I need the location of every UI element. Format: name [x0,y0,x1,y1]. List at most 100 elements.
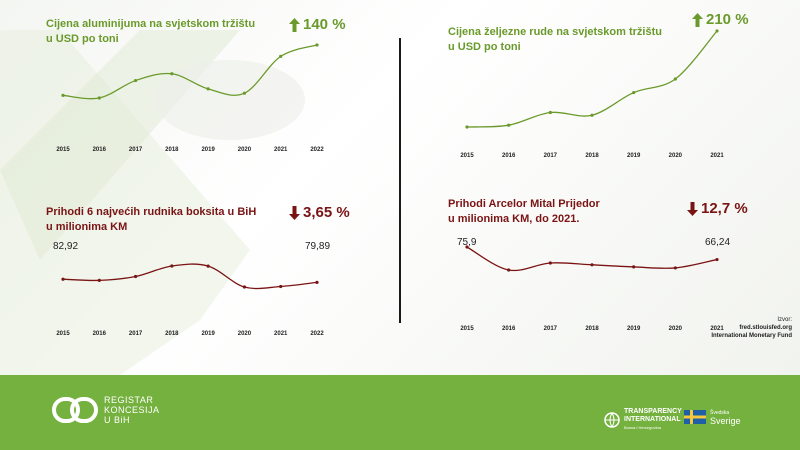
source-line2: International Monetary Fund [711,333,792,339]
x-tick-label: 2016 [502,326,516,332]
data-point-2018 [170,72,174,76]
data-point-2015 [465,125,469,129]
ti-globe-icon [604,412,620,428]
arrow-down-icon [289,205,300,220]
x-tick-label: 2020 [669,153,683,159]
x-tick-label: 2017 [544,326,558,332]
sverige-logo[interactable]: Švedska Sverige [684,409,741,426]
x-tick-label: 2020 [238,331,252,337]
x-tick-label: 2015 [56,331,70,337]
data-point-2021 [279,54,283,58]
x-tick-label: 2018 [585,326,599,332]
ti-line1: TRANSPARENCY [624,408,682,415]
series-line [62,263,318,290]
background-x-shape [0,30,305,375]
iron-ore-title-line1: Cijena željezne rude na svjetskom tržišt… [448,26,662,38]
arrow-up-icon [289,17,300,32]
bauxite-chart-title: Prihodi 6 najvećih rudnika boksita u BiH… [46,205,256,235]
arcelor-title-line1: Prihodi Arcelor Mital Prijedor [448,198,600,210]
source-note: Izvor: fred.stlouisfed.org International… [672,316,792,340]
x-tick-label: 2019 [627,153,641,159]
chain-link-icon [52,397,98,423]
aluminium-change: 140 % [289,16,346,33]
data-point-2018 [590,113,594,117]
aluminium-line-chart: 2015 2016 2017 2018 2019 2020 2021 2022 [56,43,324,153]
bauxite-title-line1: Prihodi 6 najvećih rudnika boksita u BiH [46,206,257,218]
x-tick-label: 2015 [56,147,70,153]
x-tick-label: 2022 [310,147,324,153]
data-point-2015 [61,93,65,97]
data-point-2015 [61,277,65,281]
center-divider [399,38,401,323]
arcelor-change-value: 12,7 % [701,200,748,217]
aluminium-chart-title: Cijena aluminijuma na svjetskom tržištu … [46,17,255,47]
bauxite-change-value: 3,65 % [303,204,350,221]
x-tick-label: 2020 [238,147,252,153]
data-point-2016 [507,123,511,127]
bauxite-line-chart: 2015 2016 2017 2018 2019 2020 2021 2022 82,92 79,… [53,241,330,337]
data-label-last: 79,89 [305,241,330,252]
data-label-first: 82,92 [53,241,78,252]
iron-ore-change: 210 % [692,11,749,28]
footer-bar: REGISTAR KONCESIJA U BiH [0,375,800,450]
x-tick-label: 2018 [165,331,179,337]
data-point-2017 [548,110,552,115]
x-tick-label: 2020 [669,326,683,332]
data-point-2019 [632,90,636,95]
swedish-flag-icon [684,410,706,424]
x-tick-label: 2021 [710,153,724,159]
source-line1: fred.stlouisfed.org [739,325,792,331]
x-tick-label: 2021 [274,147,288,153]
x-tick-label: 2015 [460,326,474,332]
data-point-2017 [133,274,138,279]
x-tick-label: 2018 [165,147,179,153]
arcelor-change: 12,7 % [687,200,748,217]
arrow-up-icon [692,12,703,27]
logo-line2: KONCESIJA [104,405,160,415]
data-label-first: 75,9 [457,237,477,248]
arcelor-title-line2: u milionima KM, do 2021. [448,213,580,225]
x-tick-label: 2019 [627,326,641,332]
data-point-2020 [673,77,677,81]
data-point-2020 [242,285,247,289]
x-tick-label: 2016 [502,153,516,159]
data-point-2022 [315,43,319,47]
data-point-2016 [507,268,511,272]
data-point-2021 [715,29,719,33]
aluminium-title-line1: Cijena aluminijuma na svjetskom tržištu [46,18,256,30]
x-tick-label: 2018 [585,153,599,159]
x-tick-label: 2021 [710,326,724,332]
data-point-2016 [97,278,101,282]
x-tick-label: 2019 [201,147,215,153]
data-point-2018 [590,263,594,267]
iron-ore-line-chart: 2015 2016 2017 2018 2019 2020 2021 [460,29,724,159]
logo-line3: U BiH [104,415,131,425]
aluminium-change-value: 140 % [303,16,346,33]
transparency-international-logo[interactable]: TRANSPARENCY INTERNATIONAL Bosna i Herce… [604,408,682,432]
x-tick-label: 2021 [274,331,288,337]
x-tick-label: 2019 [201,331,215,337]
source-label: Izvor: [777,317,792,323]
data-label-last: 66,24 [705,237,730,248]
data-point-2020 [673,266,677,270]
x-tick-label: 2022 [310,331,324,337]
data-point-2019 [206,87,210,91]
bauxite-change: 3,65 % [289,204,350,221]
data-point-2021 [279,284,283,289]
data-point-2017 [548,261,552,265]
data-point-2021 [715,257,719,262]
ti-line3: Bosna i Hercegovina [624,425,661,430]
aluminium-title-line2: u USD po toni [46,33,119,45]
arcelor-line-chart: 2015 2016 2017 2018 2019 2020 2021 75,9 66,24 [457,237,730,332]
data-point-2018 [170,264,174,268]
x-tick-label: 2016 [93,147,107,153]
x-tick-label: 2017 [544,153,558,159]
iron-ore-title-line2: u USD po toni [448,41,521,53]
iron-ore-chart-title: Cijena željezne rude na svjetskom tržišt… [448,25,662,55]
x-tick-label: 2017 [129,147,143,153]
x-tick-label: 2016 [93,331,107,337]
registar-koncesija-logo[interactable]: REGISTAR KONCESIJA U BiH [52,395,160,425]
data-point-2015 [465,245,469,249]
iron-ore-change-value: 210 % [706,11,749,28]
data-point-2019 [206,264,210,268]
